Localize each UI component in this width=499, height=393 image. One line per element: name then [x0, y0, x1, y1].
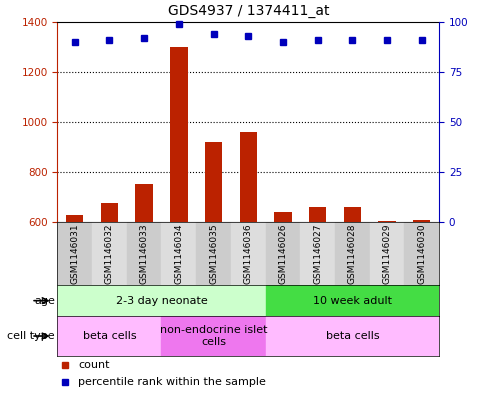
Text: 2-3 day neonate: 2-3 day neonate [116, 296, 208, 306]
Bar [57, 285, 265, 316]
Text: cell type: cell type [7, 331, 55, 341]
Text: beta cells: beta cells [325, 331, 379, 341]
Text: GSM1146026: GSM1146026 [278, 223, 287, 284]
Bar [127, 222, 162, 285]
Bar [66, 215, 83, 222]
Text: count: count [78, 360, 110, 370]
Bar [265, 285, 439, 316]
Bar [370, 222, 404, 285]
Title: GDS4937 / 1374411_at: GDS4937 / 1374411_at [168, 4, 329, 18]
Text: GSM1146029: GSM1146029 [383, 223, 392, 284]
Bar [57, 222, 92, 285]
Bar [300, 222, 335, 285]
Text: age: age [34, 296, 55, 306]
Bar [57, 316, 162, 356]
Text: percentile rank within the sample: percentile rank within the sample [78, 377, 266, 387]
Bar [309, 207, 326, 222]
Bar [205, 142, 222, 222]
Text: 10 week adult: 10 week adult [313, 296, 392, 306]
Bar [274, 212, 291, 222]
Bar [196, 222, 231, 285]
Bar [344, 207, 361, 222]
Bar [265, 222, 300, 285]
Text: GSM1146034: GSM1146034 [174, 223, 183, 284]
Bar [378, 221, 396, 222]
Bar [162, 316, 265, 356]
Bar [413, 220, 431, 222]
Text: GSM1146035: GSM1146035 [209, 223, 218, 284]
Text: non-endocrine islet
cells: non-endocrine islet cells [160, 325, 267, 347]
Text: GSM1146028: GSM1146028 [348, 223, 357, 284]
Bar [231, 222, 265, 285]
Text: beta cells: beta cells [83, 331, 136, 341]
Text: GSM1146033: GSM1146033 [140, 223, 149, 284]
Bar [101, 203, 118, 222]
Bar [404, 222, 439, 285]
Bar [135, 184, 153, 222]
Text: GSM1146036: GSM1146036 [244, 223, 253, 284]
Bar [92, 222, 127, 285]
Text: GSM1146027: GSM1146027 [313, 223, 322, 284]
Bar [240, 132, 257, 222]
Bar [265, 316, 439, 356]
Bar [170, 47, 188, 222]
Text: GSM1146032: GSM1146032 [105, 223, 114, 284]
Bar [335, 222, 370, 285]
Bar [162, 222, 196, 285]
Text: GSM1146030: GSM1146030 [417, 223, 426, 284]
Text: GSM1146031: GSM1146031 [70, 223, 79, 284]
